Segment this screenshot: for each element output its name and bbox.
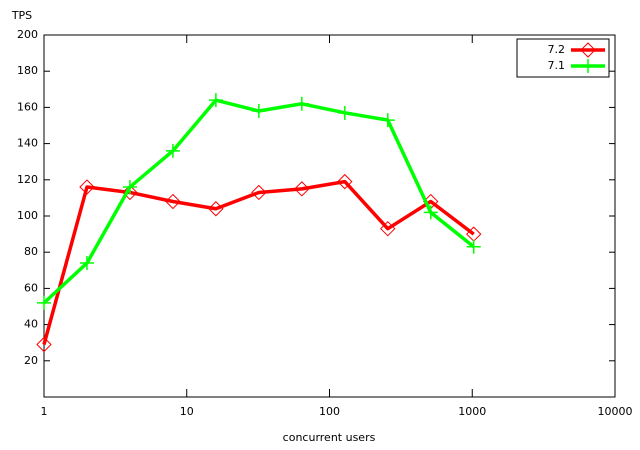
y-axis-label: TPS <box>11 9 32 22</box>
plot-frame <box>43 34 616 398</box>
data-point <box>208 93 223 108</box>
legend-marker <box>581 59 595 73</box>
data-point <box>122 184 138 201</box>
data-point <box>165 193 181 210</box>
data-point <box>165 143 180 158</box>
data-point <box>294 96 309 111</box>
data-point <box>122 180 137 195</box>
y-tick-label: 60 <box>24 281 38 294</box>
data-point <box>37 295 51 310</box>
x-axis-label: concurrent users <box>283 431 376 444</box>
data-point <box>79 179 95 195</box>
x-tick-label: 10000 <box>598 405 633 418</box>
x-tick-label: 100 <box>319 405 340 418</box>
legend-marker <box>580 42 596 58</box>
data-point <box>251 104 266 119</box>
series-line <box>42 179 475 345</box>
y-tick-label: 140 <box>17 137 38 150</box>
x-tick-label: 1 <box>41 405 48 418</box>
legend-label: 7.2 <box>548 43 566 56</box>
data-point <box>79 256 94 271</box>
data-point <box>337 105 352 120</box>
y-tick-label: 80 <box>24 245 38 258</box>
data-point <box>208 201 224 217</box>
y-tick-label: 180 <box>17 64 38 77</box>
data-point <box>36 336 52 353</box>
x-tick-label: 10 <box>180 405 194 418</box>
data-point <box>380 220 396 237</box>
y-tick-label: 40 <box>24 318 38 331</box>
legend-label: 7.1 <box>548 59 566 72</box>
legend-box <box>516 38 610 78</box>
y-tick-label: 20 <box>24 354 38 367</box>
y-tick-label: 120 <box>17 173 38 186</box>
data-point <box>337 173 353 190</box>
data-point <box>294 181 310 197</box>
data-point <box>466 239 481 254</box>
series-line <box>42 98 475 305</box>
y-tick-label: 160 <box>17 100 38 113</box>
data-point <box>423 205 438 220</box>
data-point <box>251 184 267 201</box>
data-point <box>380 113 395 128</box>
y-tick-label: 200 <box>17 28 38 41</box>
x-tick-label: 1000 <box>458 405 486 418</box>
y-tick-label: 100 <box>17 209 38 222</box>
